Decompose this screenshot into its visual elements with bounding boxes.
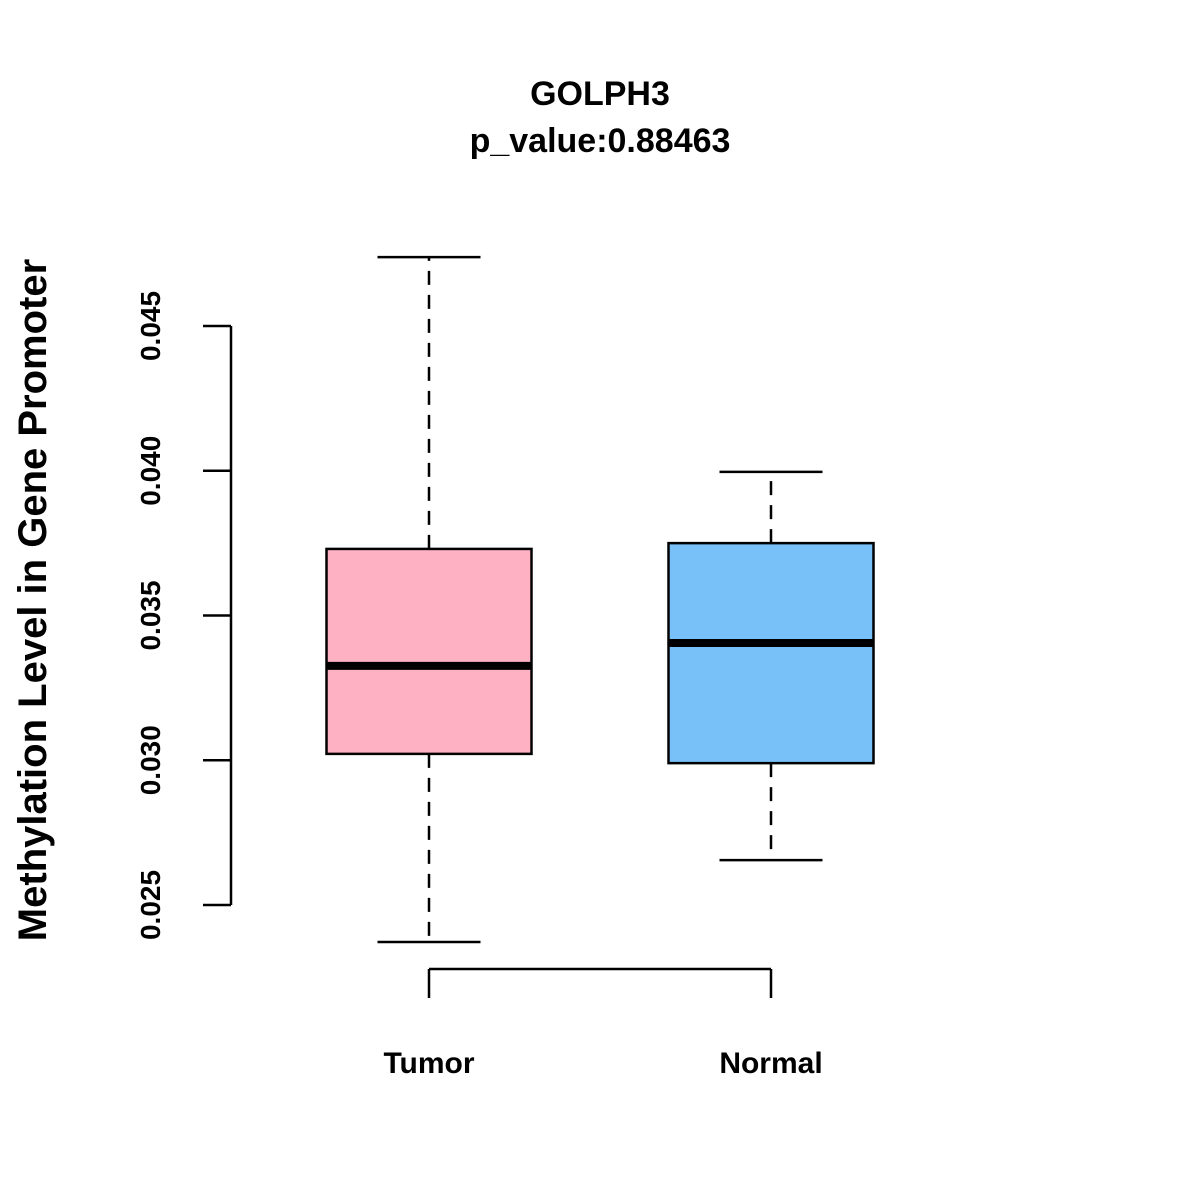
y-tick-label: 0.045 xyxy=(135,291,166,361)
chart-subtitle: p_value:0.88463 xyxy=(470,122,731,160)
y-tick-label: 0.025 xyxy=(135,870,166,940)
y-tick-label: 0.040 xyxy=(135,436,166,506)
box-tumor xyxy=(325,255,533,944)
boxes xyxy=(325,255,875,944)
y-axis-label: Methylation Level in Gene Promoter xyxy=(11,259,55,941)
y-tick-label: 0.035 xyxy=(135,580,166,650)
x-tick-label: Normal xyxy=(719,1047,822,1080)
chart-title: GOLPH3 xyxy=(530,75,670,113)
y-axis: 0.025 0.030 0.035 0.040 0.045 xyxy=(135,291,233,940)
x-tick-label: Tumor xyxy=(383,1047,474,1080)
x-axis: Tumor Normal xyxy=(383,967,823,1080)
iqr-box xyxy=(325,547,533,756)
box-normal xyxy=(667,470,875,862)
y-tick-label: 0.030 xyxy=(135,725,166,795)
iqr-box xyxy=(667,541,875,765)
